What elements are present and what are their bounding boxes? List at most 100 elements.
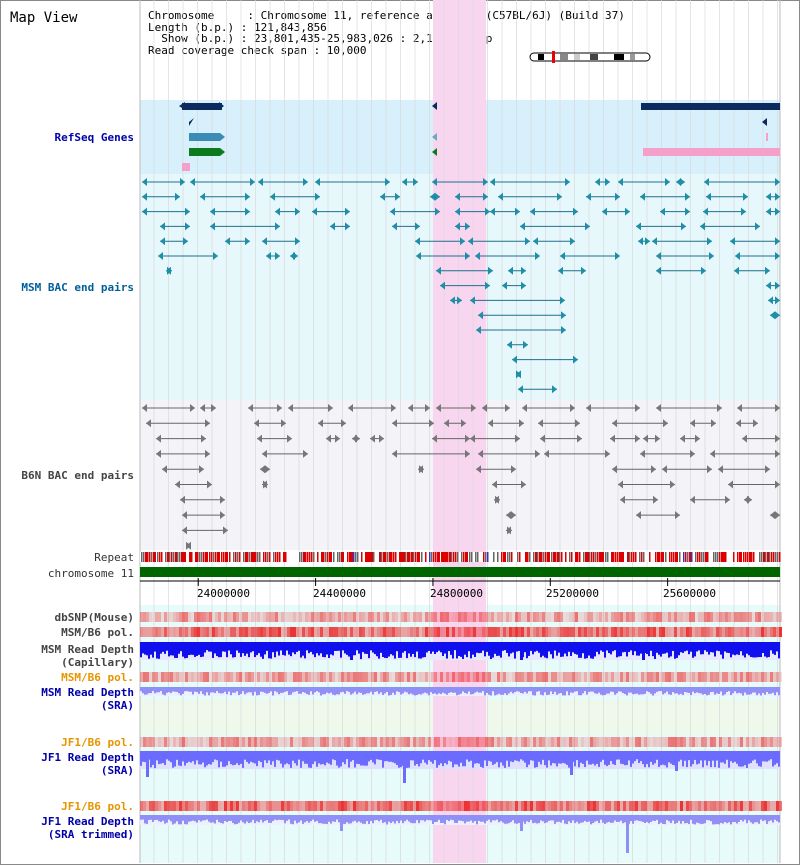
jf1-depth-bar <box>778 751 780 767</box>
jf1-depth-bar <box>422 751 424 760</box>
track-label-b6n-bac[interactable]: B6N BAC end pairs <box>21 469 134 482</box>
jf1-depth-bar <box>712 751 714 761</box>
repeat-element <box>501 552 503 562</box>
msm-depth-bar <box>602 642 604 652</box>
pol-heat-cell <box>440 672 443 682</box>
msm-depth-bar <box>272 642 274 653</box>
bac-end-arrow <box>390 207 395 216</box>
bac-end-arrow <box>455 222 460 231</box>
jf1-trim-depth-bar <box>642 815 644 822</box>
jf1-depth-bar <box>508 751 510 767</box>
msm-depth-bar <box>566 642 568 657</box>
msm-depth-bar <box>302 642 304 656</box>
pol-heat-cell <box>662 627 665 637</box>
pol-heat-cell <box>701 672 704 682</box>
jf1-trim-depth-bar <box>574 815 576 824</box>
dbsnp-heat-cell <box>509 612 512 622</box>
repeat-element <box>737 552 739 562</box>
dbsnp-heat-cell <box>587 612 590 622</box>
pol-heat-cell <box>620 737 623 747</box>
bac-end-arrow <box>341 419 346 428</box>
bac-end-arrow <box>775 192 780 201</box>
pol-heat-cell <box>623 672 626 682</box>
repeat-element <box>613 552 615 562</box>
repeat-element <box>177 552 179 562</box>
pol-heat-cell <box>305 672 308 682</box>
bac-end-arrow <box>220 495 225 504</box>
msm-depth-bar <box>778 642 780 659</box>
track-label-msm-bac[interactable]: MSM BAC end pairs <box>21 281 134 294</box>
jf1-depth-bar <box>374 751 376 765</box>
msm-sra-depth-bar <box>756 687 758 696</box>
dbsnp-heat-cell <box>758 612 761 622</box>
jf1-depth-bar <box>290 751 292 768</box>
jf1-trim-depth-bar <box>240 815 242 821</box>
jf1-trim-depth-bar <box>716 815 718 824</box>
msm-depth-bar <box>774 642 776 655</box>
bac-end-arrow <box>625 207 630 216</box>
jf1-trim-depth-bar <box>660 815 662 823</box>
jf1-trim-depth-bar <box>308 815 310 823</box>
track-label-refseq[interactable]: RefSeq Genes <box>54 131 134 144</box>
msm-depth-bar <box>656 642 658 653</box>
pol-heat-cell <box>335 672 338 682</box>
jf1-trim-depth-bar <box>718 815 720 825</box>
pol-heat-cell <box>758 737 761 747</box>
pol-heat-cell <box>722 737 725 747</box>
jf1-depth-bar <box>760 751 762 767</box>
jf1-trim-depth-bar <box>674 815 676 824</box>
bac-end-arrow <box>653 495 658 504</box>
bac-end-arrow <box>540 434 545 443</box>
msm-sra-depth-bar <box>462 687 464 692</box>
pol-heat-cell <box>158 737 161 747</box>
track-label-jf1-depth-sra[interactable]: JF1 Read Depth <box>41 751 134 764</box>
track-label-msm-b6-pol-2[interactable]: MSM/B6 pol. <box>61 671 134 684</box>
pol-heat-cell <box>338 627 341 637</box>
pol-heat-cell <box>629 737 632 747</box>
jf1-depth-bar <box>154 751 156 769</box>
pol-heat-cell <box>410 627 413 637</box>
dbsnp-heat-cell <box>332 612 335 622</box>
bac-end-arrow <box>643 434 648 443</box>
pol-heat-cell <box>434 801 437 811</box>
pol-heat-cell <box>458 801 461 811</box>
pol-heat-cell <box>689 737 692 747</box>
pol-heat-cell <box>728 737 731 747</box>
jf1-trim-depth-bar <box>680 815 682 824</box>
pol-heat-cell <box>371 801 374 811</box>
dbsnp-heat-cell <box>560 612 563 622</box>
jf1-trim-depth-bar <box>280 815 282 820</box>
pol-heat-cell <box>191 801 194 811</box>
dbsnp-heat-cell <box>419 612 422 622</box>
pol-heat-cell <box>527 672 530 682</box>
msm-sra-depth-bar <box>544 687 546 693</box>
pol-heat-cell <box>773 801 776 811</box>
jf1-trim-depth-bar <box>606 815 608 823</box>
track-label-jf1-depth-trim[interactable]: JF1 Read Depth <box>41 815 134 828</box>
pol-heat-cell <box>644 672 647 682</box>
bac-end-arrow <box>180 178 185 186</box>
bac-end-arrow <box>470 296 475 305</box>
track-label-msm-depth-sra[interactable]: MSM Read Depth <box>41 686 134 699</box>
pol-heat-cell <box>347 737 350 747</box>
msm-sra-depth-bar <box>394 687 396 695</box>
msm-sra-depth-bar <box>396 687 398 692</box>
track-label-dbsnp[interactable]: dbSNP(Mouse) <box>54 611 134 624</box>
track-label-repeat[interactable]: Repeat <box>94 551 134 564</box>
msm-sra-depth-bar <box>292 687 294 693</box>
track-label-jf1-b6-pol[interactable]: JF1/B6 pol. <box>61 736 134 749</box>
track-label-msm-depth-cap[interactable]: MSM Read Depth <box>41 643 134 656</box>
bac-end-arrow <box>465 434 470 443</box>
msm-depth-bar <box>268 642 270 659</box>
msm-sra-depth-bar <box>492 687 494 692</box>
msm-sra-depth-bar <box>530 687 532 692</box>
pol-heat-cell <box>170 737 173 747</box>
dbsnp-heat-cell <box>275 612 278 622</box>
track-label-msm-b6-pol[interactable]: MSM/B6 pol. <box>61 626 134 639</box>
msm-sra-depth-bar <box>660 687 662 692</box>
jf1-trim-depth-bar <box>346 815 348 823</box>
jf1-trim-depth-bar <box>506 815 508 824</box>
track-label-jf1-b6-pol-2[interactable]: JF1/B6 pol. <box>61 800 134 813</box>
dbsnp-heat-cell <box>203 612 206 622</box>
